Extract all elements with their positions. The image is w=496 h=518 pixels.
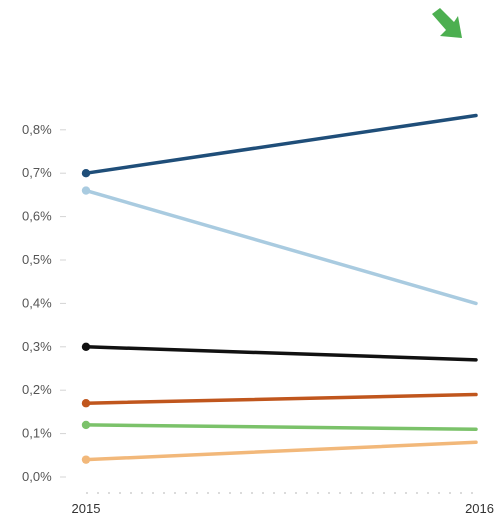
series-line-1 xyxy=(84,113,478,175)
x-tick-label: 2015 xyxy=(72,501,101,516)
series-line-6 xyxy=(84,440,478,462)
series-point-2-start xyxy=(81,186,91,195)
y-tick-label: 0,0% xyxy=(22,469,52,484)
series-point-3-start xyxy=(81,342,91,351)
y-tick-label: 0,3% xyxy=(22,339,52,354)
arrow-down-right-icon xyxy=(432,8,462,38)
arrow-shape xyxy=(432,8,462,38)
x-tick-label: 2016 xyxy=(465,501,494,516)
series-point-4-start xyxy=(81,399,91,408)
series-point-5-start xyxy=(81,420,91,430)
series-line-4 xyxy=(84,392,478,405)
series-point-1-start xyxy=(81,169,91,178)
y-tick-label: 0,6% xyxy=(22,209,52,224)
series-point-6-start xyxy=(81,455,91,464)
y-tick-label: 0,5% xyxy=(22,252,52,267)
y-tick-label: 0,7% xyxy=(22,165,52,180)
series-line-3 xyxy=(84,345,478,362)
y-tick-label: 0,2% xyxy=(22,382,52,397)
y-tick-label: 0,8% xyxy=(22,122,52,137)
y-tick-label: 0,1% xyxy=(22,426,52,441)
y-tick-label: 0,4% xyxy=(22,295,52,310)
series-line-2 xyxy=(84,188,478,306)
series-line-5 xyxy=(84,423,478,432)
